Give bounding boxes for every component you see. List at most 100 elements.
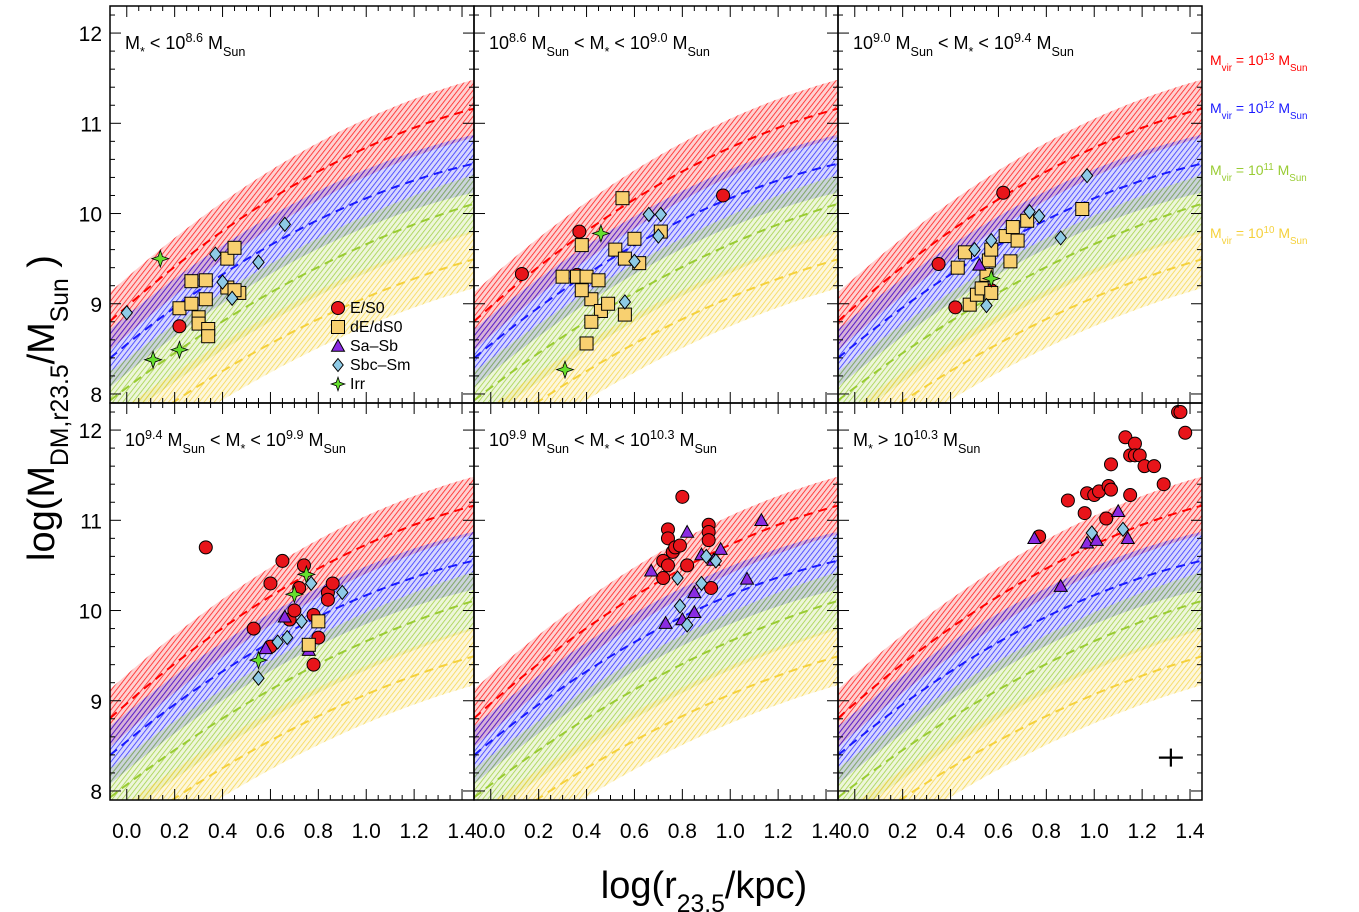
marker-sbc: [278, 216, 292, 233]
halo-legend-red: Mvir = 1013 MSun: [1210, 52, 1307, 74]
marker-de: [1075, 202, 1090, 217]
marker-es0: [948, 300, 963, 315]
panel-3-points: [931, 167, 1094, 315]
marker-de: [627, 231, 642, 246]
marker-sa: [258, 640, 274, 655]
halo-curve-red: [110, 504, 474, 720]
marker-sa: [1027, 530, 1042, 545]
marker-sbc: [209, 246, 222, 262]
marker-irr: [150, 249, 170, 269]
data-points: [120, 167, 1193, 767]
panel-2-bands: [474, 79, 838, 403]
x-axis-label: log(r23.5/kpc): [601, 865, 807, 912]
panel-title: M* < 108.6 MSun: [125, 31, 245, 59]
marker-sa: [658, 615, 673, 629]
halo-band-yellow: [130, 230, 474, 403]
y-tick-label: 12: [79, 420, 102, 443]
x-tick-label: 0.4: [572, 820, 602, 843]
marker-sbc: [120, 304, 134, 321]
marker-sbc: [332, 357, 344, 373]
marker-sbc: [980, 297, 993, 314]
halo-band-green: [474, 174, 838, 403]
marker-es0: [1077, 506, 1092, 521]
marker-de: [1005, 220, 1020, 235]
x-tick-label: 0.6: [256, 820, 285, 843]
marker-de: [957, 245, 972, 260]
panel-1-points: [120, 216, 292, 370]
marker-es0: [996, 185, 1011, 200]
marker-es0: [1147, 459, 1162, 474]
x-tick-label: 0.0: [476, 820, 505, 843]
panel-5-points: [643, 489, 769, 633]
halo-bands: [110, 79, 1202, 800]
halo-curve-green: [838, 599, 1202, 799]
halo-curve-blue: [110, 162, 474, 359]
marker-es0: [931, 257, 946, 272]
panel-title: 108.6 MSun < M* < 109.0 MSun: [489, 31, 710, 59]
halo-band-yellow: [858, 627, 1202, 800]
marker-sbc: [1080, 167, 1094, 184]
y-tick-label: 10: [79, 204, 102, 227]
error-bar: [1158, 748, 1183, 767]
halo-band-yellow: [858, 230, 1202, 403]
panel-border: [837, 402, 1203, 801]
marker-sa: [713, 541, 729, 555]
marker-es0: [1104, 457, 1118, 472]
halo-legend-yellow: Mvir = 1010 MSun: [1210, 225, 1307, 247]
marker-sa: [686, 584, 702, 599]
marker-es0: [656, 571, 671, 586]
marker-es0: [320, 592, 335, 607]
marker-de: [591, 273, 606, 288]
panel-title: 109.0 MSun < M* < 109.4 MSun: [853, 31, 1074, 59]
marker-es0: [287, 603, 302, 618]
halo-curve-red: [474, 107, 838, 323]
panel-5-curves: [474, 504, 838, 800]
x-tick-label: 1.0: [716, 820, 745, 843]
marker-sbc: [695, 575, 708, 592]
y-tick-label: 9: [90, 691, 102, 714]
marker-sbc: [628, 253, 641, 270]
marker-de: [617, 251, 632, 266]
y-axis-label: log(MDM,r23.5/MSun ): [21, 255, 74, 561]
marker-es0: [1123, 488, 1138, 503]
marker-de: [579, 336, 594, 351]
halo-band-green: [110, 571, 474, 800]
marker-sbc: [295, 613, 308, 630]
y-tick-label: 10: [79, 601, 102, 624]
halo-band-green: [474, 571, 838, 800]
marker-es0: [680, 558, 695, 573]
marker-es0: [296, 558, 311, 573]
y-tick-label: 9: [90, 294, 102, 317]
marker-sa: [754, 512, 769, 526]
panel-title: 109.4 MSun < M* < 109.9 MSun: [125, 428, 346, 456]
halo-curve-yellow: [170, 655, 474, 800]
marker-sbc: [654, 206, 668, 223]
panel-1-curves: [110, 107, 474, 403]
x-tick-label: 1.2: [400, 820, 429, 843]
panel-4-points: [198, 540, 349, 686]
halo-band-yellow: [130, 627, 474, 800]
x-tick-label: 0.2: [888, 820, 917, 843]
marker-es0: [1118, 430, 1133, 445]
marker-de: [617, 307, 632, 322]
marker-es0: [1156, 477, 1171, 492]
marker-de: [220, 251, 235, 266]
marker-sa: [686, 604, 702, 619]
marker-sbc: [1085, 525, 1099, 541]
y-tick-label: 8: [90, 384, 102, 407]
marker-sbc: [1023, 203, 1036, 220]
marker-es0: [331, 301, 345, 315]
marker-sbc: [336, 584, 349, 601]
halo-curve-red: [838, 504, 1202, 720]
marker-de: [584, 314, 599, 329]
halo-band-green: [838, 571, 1202, 800]
y-tick-label: 11: [80, 510, 102, 533]
marker-es0: [660, 558, 675, 573]
halo-band-green: [110, 174, 474, 403]
marker-sbc: [216, 274, 229, 290]
panel-3-bands: [838, 79, 1202, 403]
halo-curve-green: [110, 599, 474, 799]
marker-sa: [1120, 530, 1136, 545]
panel-6-frame: [837, 402, 1203, 801]
